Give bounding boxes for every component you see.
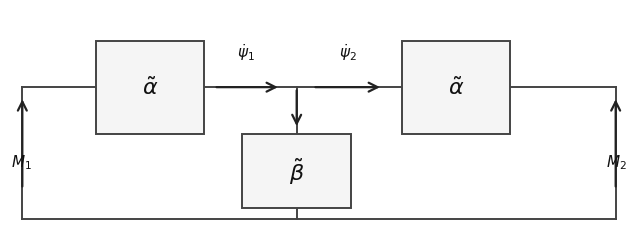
- Text: $\tilde{\beta}$: $\tilde{\beta}$: [289, 156, 304, 186]
- Text: $M_1$: $M_1$: [11, 152, 33, 171]
- Bar: [96, 42, 204, 134]
- Text: $M_2$: $M_2$: [605, 152, 627, 171]
- Bar: [242, 134, 351, 208]
- Text: $\tilde{\alpha}$: $\tilde{\alpha}$: [448, 77, 464, 99]
- Text: $\tilde{\alpha}$: $\tilde{\alpha}$: [142, 77, 158, 99]
- Text: $\dot{\psi}_2$: $\dot{\psi}_2$: [339, 42, 357, 62]
- Bar: [402, 42, 510, 134]
- Text: $\dot{\psi}_1$: $\dot{\psi}_1$: [237, 42, 255, 62]
